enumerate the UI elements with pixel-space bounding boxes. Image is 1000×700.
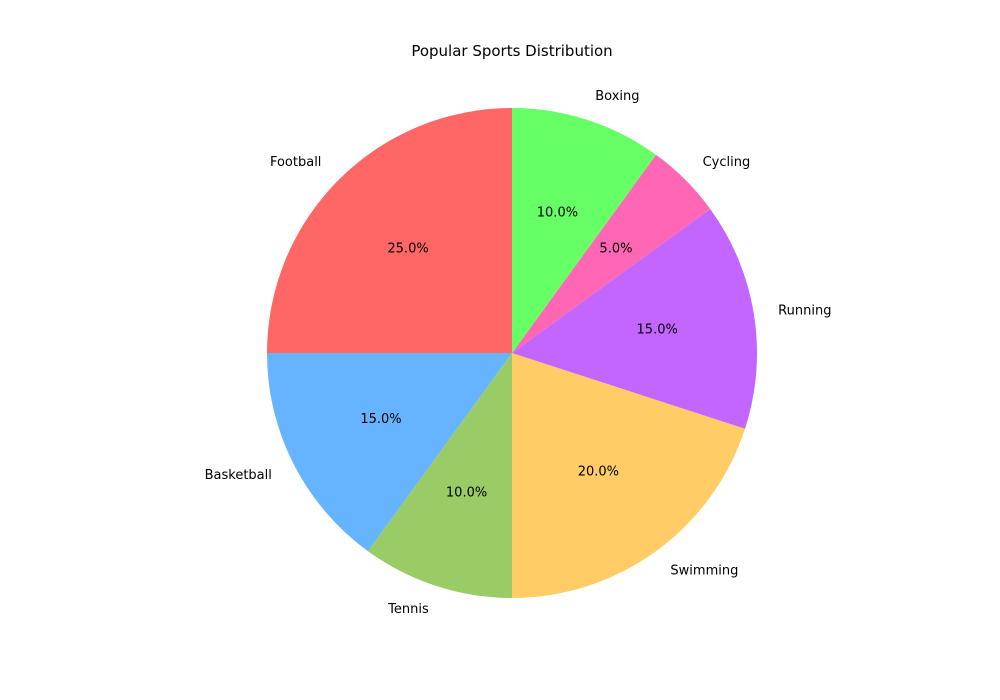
slice-running (512, 208, 757, 429)
slice-percent-cycling: 5.0% (599, 242, 632, 257)
slice-swimming (512, 353, 746, 598)
slice-percent-football: 25.0% (387, 242, 428, 257)
pie-labels: Football 25.0% Basketball 15.0% Tennis 10.0% S… (205, 89, 832, 617)
slice-percent-basketball: 15.0% (360, 412, 401, 427)
slice-football (267, 108, 512, 353)
slice-label-swimming: Swimming (670, 564, 738, 579)
slice-cycling (512, 154, 711, 353)
slice-label-basketball: Basketball (205, 468, 272, 483)
slice-boxing (512, 108, 657, 353)
slice-percent-tennis: 10.0% (446, 485, 487, 500)
chart-title: Popular Sports Distribution (411, 42, 612, 60)
slice-percent-swimming: 20.0% (578, 464, 619, 479)
slice-label-cycling: Cycling (703, 155, 751, 170)
slice-percent-boxing: 10.0% (537, 206, 578, 221)
slice-label-football: Football (270, 155, 321, 170)
slice-basketball (267, 353, 512, 552)
slice-label-tennis: Tennis (387, 602, 429, 617)
slice-percent-running: 15.0% (637, 323, 678, 338)
slice-label-boxing: Boxing (595, 89, 639, 104)
slice-tennis (367, 353, 512, 598)
slice-label-running: Running (778, 303, 831, 318)
pie-slices (267, 108, 757, 598)
